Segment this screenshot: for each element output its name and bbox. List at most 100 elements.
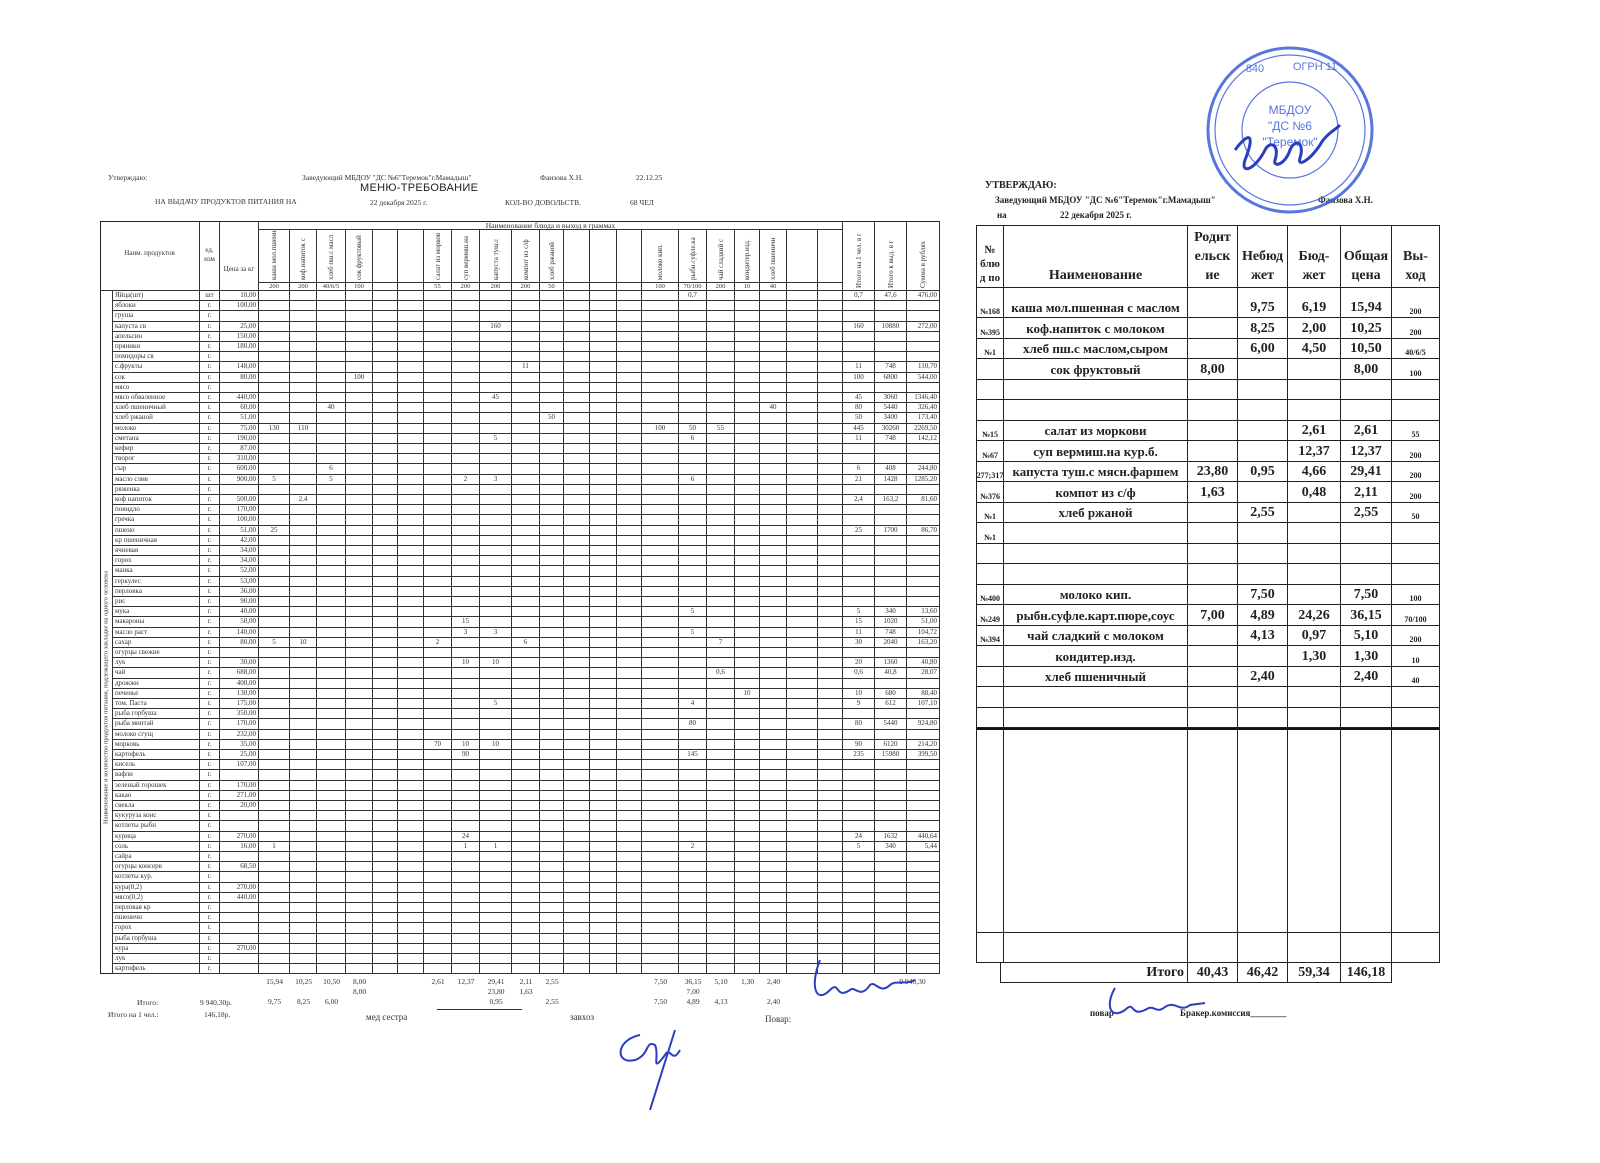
product-dish-quantity: [290, 301, 317, 312]
product-dish-quantity: [564, 882, 590, 893]
menu-cell-yield: 55: [1392, 420, 1440, 441]
product-dish-quantity: 24: [452, 831, 480, 842]
menu-cell-yield: 200: [1392, 625, 1440, 646]
product-dish-quantity: [373, 831, 398, 842]
product-dish-quantity: [317, 535, 346, 546]
dish-yield: 100: [346, 283, 373, 291]
menu-cell-no: №394: [976, 625, 1004, 646]
product-dish-quantity: [480, 495, 512, 506]
product-dish-quantity: [373, 699, 398, 710]
product-dish-quantity: [760, 597, 787, 608]
product-price: [220, 903, 259, 914]
product-dish-quantity: [424, 525, 452, 536]
product-name: горох: [113, 556, 200, 567]
dish-name: хлеб пшеничн: [769, 237, 777, 280]
product-per-person: [843, 892, 875, 903]
dish-column-header: суп вермиш.на: [452, 230, 480, 283]
product-dish-quantity: [617, 291, 642, 302]
product-dish-quantity: [617, 464, 642, 475]
product-dish-quantity: [398, 862, 424, 873]
product-dish-quantity: [398, 688, 424, 699]
product-dish-quantity: 10: [480, 658, 512, 669]
product-dish-quantity: [787, 403, 818, 414]
product-unit: г.: [200, 964, 220, 975]
menu-blank-cell: [1188, 728, 1238, 933]
product-dish-quantity: [373, 362, 398, 373]
product-dish-quantity: [617, 576, 642, 587]
product-dish-quantity: [512, 821, 540, 832]
product-dish-quantity: [707, 760, 735, 771]
product-dish-quantity: [540, 301, 564, 312]
product-dish-quantity: [642, 709, 679, 720]
menu-col-header-nonbudget: Небюд жет: [1238, 225, 1288, 288]
product-dish-quantity: [540, 403, 564, 414]
product-per-person: [843, 964, 875, 975]
product-total: 3400: [875, 413, 907, 424]
menu-col-header-yield: Вы- ход: [1392, 225, 1440, 288]
product-dish-quantity: [679, 403, 707, 414]
menu-cell-name: каша мол.пшенная с маслом: [1004, 288, 1188, 318]
product-dish-quantity: [259, 872, 290, 883]
product-dish-quantity: [735, 291, 760, 302]
product-per-person: [843, 352, 875, 363]
product-dish-quantity: [564, 597, 590, 608]
product-total: [875, 821, 907, 832]
product-dish-quantity: [617, 903, 642, 914]
product-per-person: [843, 311, 875, 322]
product-dish-quantity: [373, 393, 398, 404]
product-dish-quantity: [760, 862, 787, 873]
product-total: [875, 964, 907, 975]
product-dish-quantity: [707, 597, 735, 608]
product-price: 52,00: [220, 566, 259, 577]
product-dish-quantity: [760, 546, 787, 557]
product-dish-quantity: [540, 831, 564, 842]
product-sum: 40,80: [907, 658, 940, 669]
product-name: коф напиток: [113, 495, 200, 506]
product-dish-quantity: [735, 852, 760, 863]
product-dish-quantity: [346, 790, 373, 801]
product-dish-quantity: [398, 382, 424, 393]
product-total: [875, 576, 907, 587]
product-sum: [907, 760, 940, 771]
product-dish-quantity: [787, 331, 818, 342]
product-name: груша: [113, 311, 200, 322]
product-per-person: 5: [843, 841, 875, 852]
menu-cell-no: №249: [976, 605, 1004, 626]
product-dish-quantity: [424, 954, 452, 965]
product-dish-quantity: [373, 892, 398, 903]
product-dish-quantity: [512, 699, 540, 710]
product-dish-quantity: [787, 393, 818, 404]
product-dish-quantity: [317, 362, 346, 373]
product-dish-quantity: [735, 770, 760, 781]
product-per-person: 50: [843, 413, 875, 424]
product-dish-quantity: [480, 403, 512, 414]
product-dish-quantity: [480, 964, 512, 975]
product-name: хлеб ржаной: [113, 413, 200, 424]
product-dish-quantity: [424, 413, 452, 424]
menu-cell-yield: 200: [1392, 461, 1440, 482]
product-dish-quantity: [540, 872, 564, 883]
product-name: сок: [113, 372, 200, 383]
product-dish-quantity: [424, 760, 452, 771]
product-dish-quantity: [707, 505, 735, 516]
product-unit: г.: [200, 688, 220, 699]
product-dish-quantity: [818, 719, 843, 730]
product-price: 148,00: [220, 362, 259, 373]
product-dish-quantity: [642, 474, 679, 485]
product-dish-quantity: [617, 637, 642, 648]
product-dish-quantity: [317, 913, 346, 924]
menu-blank-cell: [1188, 933, 1238, 963]
product-dish-quantity: [787, 301, 818, 312]
product-dish-quantity: [760, 413, 787, 424]
product-name: сайра: [113, 852, 200, 863]
product-dish-quantity: [317, 770, 346, 781]
product-dish-quantity: [679, 852, 707, 863]
product-total: [875, 709, 907, 720]
product-sum: [907, 515, 940, 526]
product-dish-quantity: [787, 525, 818, 536]
product-dish-quantity: [642, 801, 679, 812]
per-person-label: Итого на 1 чел.:: [108, 1010, 159, 1019]
left-head-position: Заведующий МБДОУ "ДС №6"Теремок"г.Мамады…: [302, 173, 472, 182]
product-dish-quantity: [540, 597, 564, 608]
product-sum: 214,20: [907, 739, 940, 750]
